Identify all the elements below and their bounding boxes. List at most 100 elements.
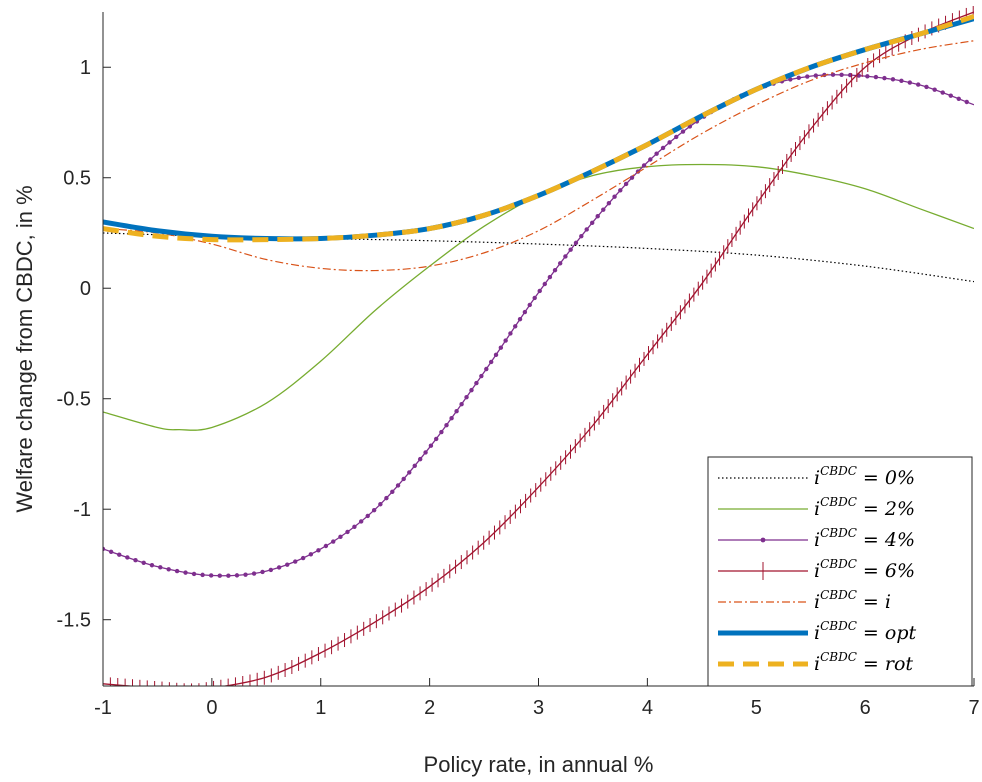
series-line-6 [103, 11, 974, 686]
legend-entry-0: iCBDC = 0% [718, 464, 915, 489]
legend-entry-2: iCBDC = 2% [718, 495, 915, 520]
legend-label: iCBDC = 2% [814, 495, 915, 520]
series-marker [338, 534, 343, 540]
series-marker [589, 220, 595, 226]
series-marker [474, 380, 479, 386]
series-marker [932, 87, 937, 92]
series-marker [629, 175, 635, 180]
series-line-rot [103, 14, 974, 243]
y-axis-label: Welfare change from CBDC, in % [12, 185, 37, 512]
series-marker [488, 359, 494, 365]
series-line-2 [103, 163, 974, 431]
series-marker [174, 568, 180, 574]
series-marker [395, 483, 401, 488]
series-marker [469, 387, 474, 393]
legend-label: iCBDC = i [814, 588, 891, 613]
series-marker [234, 573, 240, 578]
series-marker [103, 546, 106, 552]
series-marker [108, 549, 114, 554]
series-marker [612, 194, 617, 199]
series-marker [300, 555, 306, 561]
series-marker [563, 254, 568, 259]
series-marker [390, 489, 395, 495]
series-marker [517, 316, 523, 322]
series-marker [805, 74, 810, 79]
series-marker [434, 436, 439, 442]
series-marker [527, 302, 532, 308]
series-marker [316, 548, 321, 553]
series-marker [208, 573, 214, 578]
legend-entry-6: iCBDC = 6% [718, 557, 915, 582]
series-marker [873, 74, 879, 80]
y-tick-label: 0 [80, 278, 91, 300]
legend-label: iCBDC = 0% [814, 464, 915, 489]
series-marker [464, 394, 469, 400]
series-marker [813, 73, 819, 78]
x-tick-label: -1 [94, 697, 112, 719]
series-marker [660, 145, 666, 151]
legend-label: iCBDC = 6% [814, 557, 915, 582]
series-marker [459, 402, 464, 407]
series-marker [479, 373, 484, 379]
series-marker [141, 560, 146, 566]
series-marker [323, 543, 329, 549]
x-axis-ticks: -1 0 1 2 3 4 5 6 7 [94, 678, 980, 719]
series-marker [532, 295, 537, 301]
y-axis-ticks: -1.5 -1 -0.5 0 0.5 1 [57, 57, 111, 632]
series-marker [680, 129, 686, 134]
x-tick-label: 5 [751, 697, 762, 719]
axes: -1 0 1 2 3 4 5 6 7 -1.5 -1 -0.5 0 0.5 1 [57, 12, 980, 719]
series-marker [654, 151, 659, 156]
series-marker [449, 415, 454, 421]
series-marker [378, 502, 383, 507]
series-marker [522, 309, 528, 315]
series-marker [788, 77, 793, 82]
series-marker [260, 569, 265, 575]
series-marker [839, 72, 844, 77]
series-marker [149, 563, 155, 568]
series-marker [331, 539, 336, 544]
x-tick-label: 4 [642, 697, 653, 719]
x-tick-label: 0 [206, 697, 217, 719]
y-tick-label: 1 [80, 57, 91, 79]
legend-label: iCBDC = rot [814, 650, 913, 675]
series-marker [573, 240, 579, 246]
series-marker [907, 80, 913, 85]
series-line-i [103, 40, 974, 272]
series-marker [542, 281, 547, 287]
series-marker [648, 157, 653, 162]
series-marker [484, 366, 489, 372]
series-marker [595, 214, 600, 219]
series-marker [537, 288, 542, 294]
series-marker [924, 84, 929, 90]
series-marker [606, 200, 612, 206]
series-marker [641, 163, 647, 168]
legend-label: iCBDC = 4% [814, 526, 915, 551]
series-marker [423, 450, 428, 455]
series-marker [125, 555, 130, 560]
legend-entry-4: iCBDC = 4% [718, 526, 915, 551]
series-marker [200, 572, 205, 578]
series-marker [384, 495, 389, 501]
plot-lines [103, 6, 974, 686]
series-marker [956, 96, 961, 102]
y-tick-label: -1 [73, 499, 91, 521]
series-marker [358, 519, 364, 524]
series-marker [899, 78, 904, 84]
series-marker [916, 82, 921, 87]
series-marker [268, 567, 274, 573]
series-marker [191, 571, 197, 577]
series-marker [796, 75, 801, 81]
y-tick-label: -0.5 [57, 389, 91, 411]
series-marker [352, 524, 357, 529]
series-marker [133, 558, 138, 563]
series-marker [285, 562, 290, 567]
legend-entries: iCBDC = 0% iCBDC = 2% iCBDC = 4% iCBDC = 6%… [718, 464, 916, 675]
legend-entry-rot: iCBDC = rot [718, 650, 913, 675]
legend-marker [760, 537, 766, 543]
series-marker [948, 93, 953, 98]
series-marker [407, 470, 412, 475]
series-marker [166, 567, 171, 572]
series-marker [226, 573, 231, 578]
